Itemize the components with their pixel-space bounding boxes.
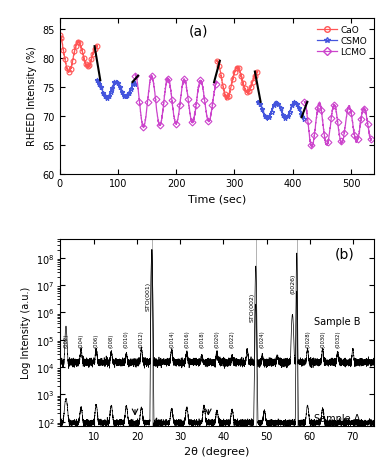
X-axis label: Time (sec): Time (sec) xyxy=(188,194,246,205)
Text: (0024): (0024) xyxy=(260,329,265,347)
Text: (0014): (0014) xyxy=(169,329,174,347)
Text: (008): (008) xyxy=(109,333,114,347)
Text: STO(001): STO(001) xyxy=(146,282,151,311)
Text: Sample B: Sample B xyxy=(314,316,361,326)
Text: (b): (b) xyxy=(335,247,355,261)
Text: (004): (004) xyxy=(79,333,84,347)
Text: (006): (006) xyxy=(94,333,99,347)
Text: (0020): (0020) xyxy=(214,329,220,347)
X-axis label: 2θ (degree): 2θ (degree) xyxy=(184,446,250,457)
Text: (002): (002) xyxy=(63,333,68,347)
Text: (0016): (0016) xyxy=(184,329,189,347)
Text: (0026): (0026) xyxy=(290,273,295,294)
Text: (0030): (0030) xyxy=(320,330,325,347)
Text: (a): (a) xyxy=(189,25,208,39)
Text: (0018): (0018) xyxy=(199,329,204,347)
Text: (0032): (0032) xyxy=(335,330,340,347)
Text: (0010): (0010) xyxy=(124,329,129,347)
Text: Sample A: Sample A xyxy=(314,413,361,423)
Text: STO(002): STO(002) xyxy=(250,292,255,321)
Y-axis label: RHEED Intensity (%): RHEED Intensity (%) xyxy=(26,46,36,146)
Text: (0012): (0012) xyxy=(139,329,144,347)
Legend: CaO, CSMO, LCMO: CaO, CSMO, LCMO xyxy=(314,23,370,60)
Text: (0028): (0028) xyxy=(305,329,310,347)
Y-axis label: Log Intensity (a.u.): Log Intensity (a.u.) xyxy=(21,287,31,379)
Text: (0022): (0022) xyxy=(230,329,235,347)
